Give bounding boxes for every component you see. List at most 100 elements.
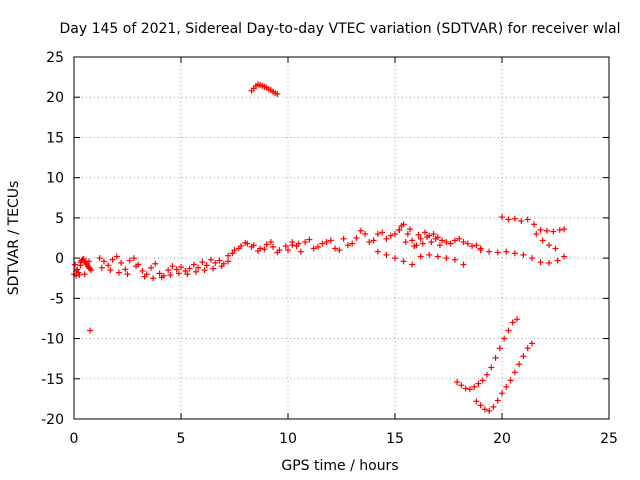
point-lower-arc-b-0 bbox=[473, 398, 480, 405]
point-band-0-7h-12 bbox=[148, 264, 155, 271]
point-lower-arc-a-14 bbox=[513, 316, 520, 323]
point-early-cluster-20 bbox=[85, 258, 92, 265]
point-lower-arc-a-2 bbox=[462, 385, 469, 392]
point-band-15-19h-16 bbox=[464, 240, 471, 247]
point-band-1-7h-lower-8 bbox=[167, 272, 174, 279]
point-lower-arc-a-4 bbox=[471, 383, 478, 390]
point-band-10-15h-23 bbox=[366, 239, 373, 246]
point-band-1-7h-lower-5 bbox=[141, 273, 148, 280]
y-tick-label-8: 20 bbox=[46, 90, 64, 106]
point-band-0-7h-30 bbox=[225, 258, 232, 265]
point-lower-arc-a-9 bbox=[492, 354, 499, 361]
point-lower-arc-b-8 bbox=[507, 377, 514, 384]
point-band-15-19h-0 bbox=[396, 226, 403, 233]
point-lower-arc-a-10 bbox=[496, 345, 503, 352]
point-upper-arc-20-23h-12 bbox=[539, 237, 546, 244]
point-band-1-7h-lower-9 bbox=[175, 270, 182, 277]
point-band-1-7h-lower-2 bbox=[115, 269, 122, 276]
point-band-19-23h-8 bbox=[546, 259, 553, 266]
point-band-15-19h-12 bbox=[447, 240, 454, 247]
axis-ticks bbox=[73, 56, 610, 420]
point-band-19-23h-4 bbox=[511, 250, 518, 257]
point-upper-arc-20-23h-14 bbox=[552, 245, 559, 252]
point-early-cluster-19 bbox=[81, 271, 88, 278]
point-band-0-7h-23 bbox=[195, 264, 202, 271]
point-upper-arc-20-23h-1 bbox=[505, 216, 512, 223]
x-tick-labels: 0 5 10 15 20 25 bbox=[70, 431, 618, 447]
point-upper-arc-20-23h-7 bbox=[543, 227, 550, 234]
point-band-19-23h-9 bbox=[554, 257, 561, 264]
point-band-0-7h-14 bbox=[156, 270, 163, 277]
point-band-7-10h-15 bbox=[248, 243, 255, 250]
point-lower-arc-b-1 bbox=[477, 402, 484, 409]
point-band-7-10h-9 bbox=[282, 243, 289, 250]
point-band-10-15h-22 bbox=[357, 227, 364, 234]
x-axis-label: GPS time / hours bbox=[281, 458, 398, 474]
point-band-19-23h-2 bbox=[494, 249, 501, 256]
point-band-1-7h-lower-3 bbox=[124, 271, 131, 278]
point-band-10-15h-20 bbox=[340, 235, 347, 242]
chart-title: Day 145 of 2021, Sidereal Day-to-day VTE… bbox=[59, 21, 620, 37]
point-lower-arc-b-3 bbox=[486, 407, 493, 414]
point-band-0-7h-3 bbox=[109, 256, 116, 263]
point-band-19-23h-3 bbox=[503, 248, 510, 255]
point-lower-arc-a-3 bbox=[466, 386, 473, 393]
point-isolated-point-0 bbox=[87, 327, 94, 334]
point-upper-arc-20-23h-6 bbox=[537, 226, 544, 233]
point-early-cluster-16 bbox=[87, 265, 94, 272]
point-upper-arc-20-23h-3 bbox=[518, 218, 525, 225]
point-band-10-15h-10 bbox=[370, 237, 377, 244]
point-band-10-15h-1 bbox=[293, 243, 300, 250]
point-band-10-15h-17 bbox=[314, 243, 321, 250]
point-band-15-19h-5 bbox=[417, 235, 424, 242]
point-band-10-15h-9 bbox=[362, 230, 369, 237]
point-band-19-23h-10 bbox=[561, 253, 568, 260]
point-band-15-19h-3 bbox=[409, 237, 416, 244]
point-band-19-23h-1 bbox=[486, 248, 493, 255]
point-lower-dip-15-18h-7 bbox=[434, 253, 441, 260]
point-band-0-7h-2 bbox=[105, 262, 112, 269]
point-band-1-7h-lower-0 bbox=[98, 264, 105, 271]
point-band-0-7h-25 bbox=[203, 262, 210, 269]
point-upper-arc-20-23h-9 bbox=[556, 226, 563, 233]
point-upper-arc-20-23h-4 bbox=[524, 216, 531, 223]
point-band-19-23h-7 bbox=[537, 259, 544, 266]
point-early-cluster-9 bbox=[72, 261, 79, 268]
point-band-0-7h-1 bbox=[100, 258, 107, 265]
point-band-10-15h-11 bbox=[379, 229, 386, 236]
point-lower-arc-b-5 bbox=[494, 397, 501, 404]
point-band-10-15h-21 bbox=[349, 240, 356, 247]
point-band-1-7h-lower-12 bbox=[201, 267, 208, 274]
point-lower-arc-b-6 bbox=[499, 390, 505, 397]
point-band-15-19h-11 bbox=[443, 239, 450, 246]
point-band-1-7h-lower-7 bbox=[158, 274, 165, 281]
point-early-cluster-13 bbox=[80, 255, 87, 262]
point-lower-arc-a-7 bbox=[484, 371, 491, 378]
point-band-15-19h-13 bbox=[451, 237, 458, 244]
point-band-1-7h-lower-10 bbox=[184, 271, 191, 278]
point-band-15-19h-10 bbox=[439, 237, 446, 244]
x-tick-label-1: 5 bbox=[177, 431, 186, 447]
y-tick-label-2: -10 bbox=[41, 332, 64, 348]
point-lower-arc-b-10 bbox=[516, 361, 523, 368]
point-lower-dip-15-18h-8 bbox=[443, 255, 450, 262]
point-band-15-19h-2 bbox=[404, 230, 411, 237]
point-lower-arc-b-4 bbox=[490, 403, 497, 410]
point-band-19-23h-6 bbox=[528, 255, 535, 262]
y-tick-label-9: 25 bbox=[46, 50, 64, 66]
x-tick-label-0: 0 bbox=[70, 431, 79, 447]
point-band-0-7h-17 bbox=[169, 263, 176, 270]
y-tick-label-0: -20 bbox=[41, 412, 64, 428]
point-upper-arc-20-23h-2 bbox=[511, 215, 518, 222]
point-lower-arc-a-5 bbox=[475, 380, 482, 387]
point-band-1-7h-lower-1 bbox=[107, 267, 114, 274]
point-band-10-15h-5 bbox=[327, 237, 334, 244]
point-band-0-7h-28 bbox=[216, 257, 223, 264]
point-lower-dip-15-18h-9 bbox=[451, 256, 458, 263]
point-band-0-7h-16 bbox=[165, 267, 172, 274]
point-band-7-10h-14 bbox=[242, 239, 249, 246]
point-lower-dip-15-18h-1 bbox=[383, 251, 390, 258]
point-lower-dip-15-18h-5 bbox=[417, 253, 424, 260]
point-upper-arc-20-23h-13 bbox=[546, 242, 553, 249]
point-upper-arc-20-23h-8 bbox=[550, 228, 557, 235]
